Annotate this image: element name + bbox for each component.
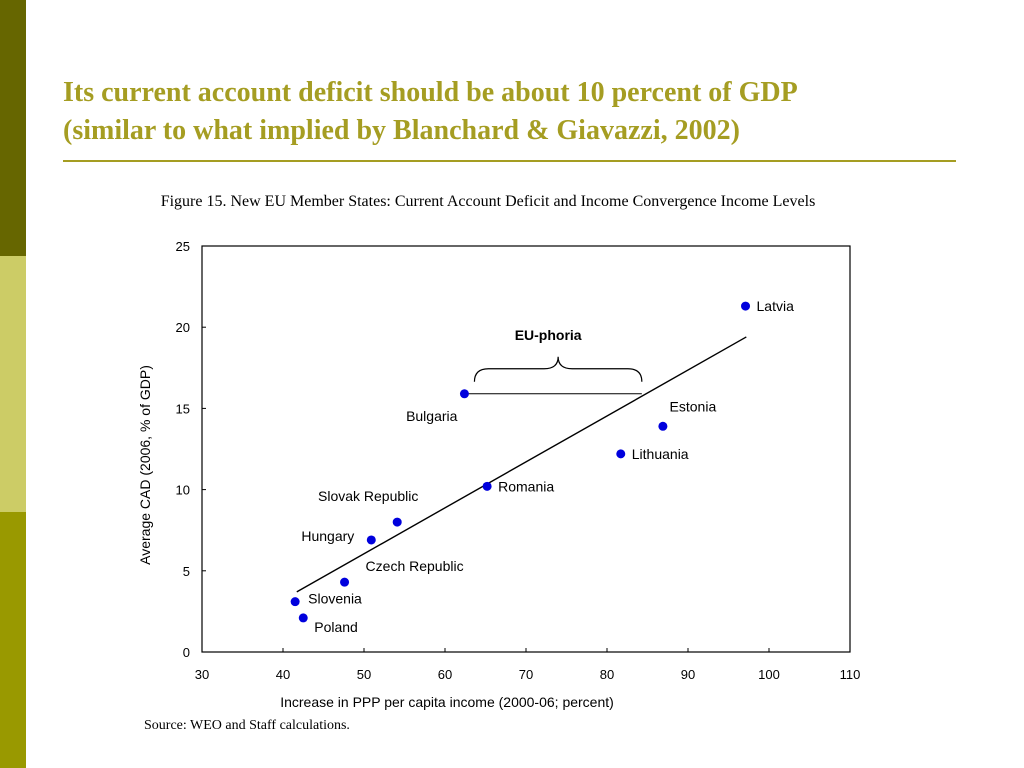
data-point bbox=[459, 389, 469, 399]
x-tick-label: 110 bbox=[840, 667, 861, 682]
eu-phoria-label: EU-phoria bbox=[515, 327, 582, 343]
data-point bbox=[340, 577, 350, 587]
data-point-label: Hungary bbox=[301, 528, 354, 544]
data-point-label: Czech Republic bbox=[366, 558, 464, 574]
slide-title-line-1: Its current account deficit should be ab… bbox=[63, 77, 798, 108]
y-tick-label: 10 bbox=[176, 483, 190, 498]
data-point-label: Estonia bbox=[670, 398, 717, 414]
trend-line bbox=[296, 336, 747, 593]
eu-phoria-brace bbox=[473, 356, 643, 382]
data-point bbox=[741, 301, 751, 311]
data-point-label: Lithuania bbox=[632, 446, 689, 462]
data-point bbox=[482, 481, 492, 491]
data-point-label: Slovak Republic bbox=[318, 488, 418, 504]
y-tick-label: 25 bbox=[176, 239, 190, 254]
x-tick-label: 60 bbox=[438, 667, 452, 682]
data-point-label: Slovenia bbox=[308, 591, 362, 607]
data-point-label: Romania bbox=[498, 478, 554, 494]
x-tick-label: 80 bbox=[600, 667, 614, 682]
data-point bbox=[658, 421, 668, 431]
title-underline bbox=[63, 160, 956, 162]
data-point-label: Bulgaria bbox=[406, 408, 458, 424]
side-bar-middle bbox=[0, 256, 26, 512]
data-point-label: Latvia bbox=[757, 298, 795, 314]
side-bar-bottom bbox=[0, 512, 26, 768]
data-point bbox=[290, 597, 300, 607]
slide-title-line-2: (similar to what implied by Blanchard & … bbox=[63, 115, 740, 146]
source-note: Source: WEO and Staff calculations. bbox=[144, 718, 350, 733]
x-tick-label: 50 bbox=[357, 667, 371, 682]
data-point bbox=[366, 535, 376, 545]
x-tick-label: 100 bbox=[758, 667, 780, 682]
y-tick-label: 5 bbox=[183, 564, 190, 579]
figure-caption: Figure 15. New EU Member States: Current… bbox=[160, 193, 816, 210]
x-axis-title: Increase in PPP per capita income (2000-… bbox=[280, 694, 614, 710]
slide-title: Its current account deficit should be ab… bbox=[63, 74, 983, 150]
data-point bbox=[616, 449, 626, 459]
side-bar-top bbox=[0, 0, 26, 256]
x-tick-label: 30 bbox=[195, 667, 209, 682]
y-axis-title: Average CAD (2006, % of GDP) bbox=[137, 365, 153, 565]
y-tick-label: 20 bbox=[176, 320, 190, 335]
data-point bbox=[298, 613, 308, 623]
data-point-label: Poland bbox=[314, 619, 358, 635]
y-tick-label: 15 bbox=[176, 401, 190, 416]
x-tick-label: 70 bbox=[519, 667, 533, 682]
y-tick-label: 0 bbox=[183, 645, 190, 660]
x-tick-label: 90 bbox=[681, 667, 695, 682]
x-tick-label: 40 bbox=[276, 667, 290, 682]
data-point bbox=[392, 517, 402, 527]
